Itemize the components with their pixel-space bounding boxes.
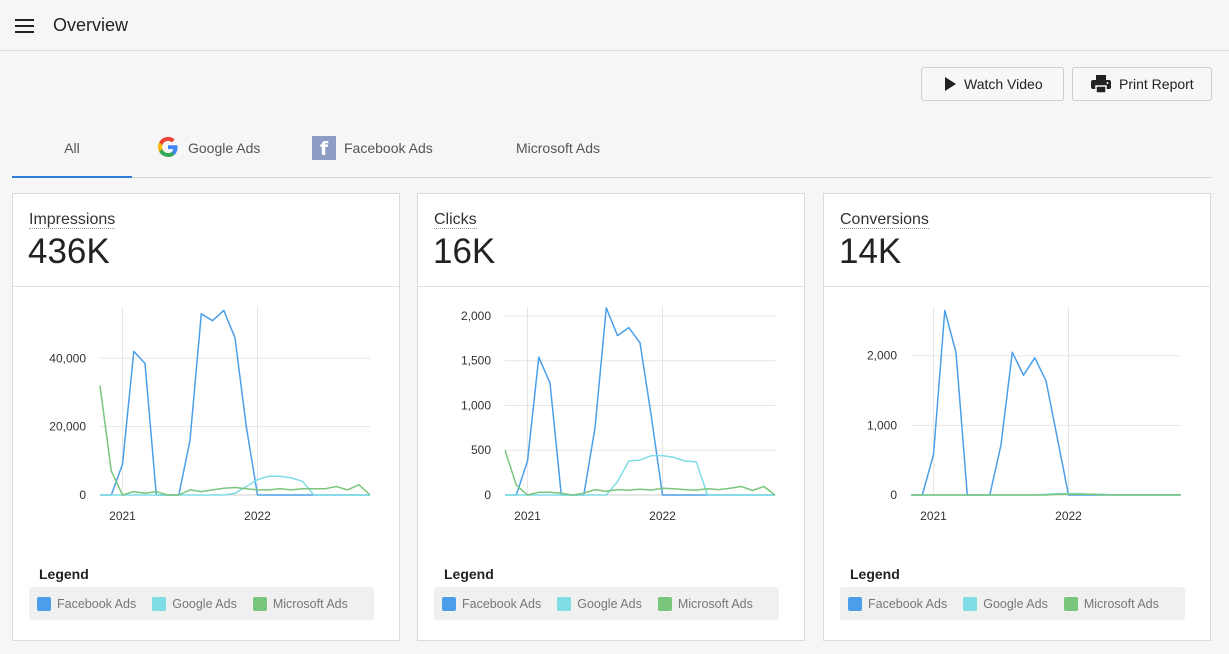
- print-report-button[interactable]: Print Report: [1072, 67, 1212, 101]
- impressions-card: Impressions 436K 0 20,000 40,000 2021 2022 L…: [12, 193, 400, 641]
- y-tick-label: 1,000: [461, 398, 491, 412]
- legend-swatch: [1063, 596, 1078, 611]
- legend-label: Facebook Ads: [868, 596, 948, 611]
- series-line-google-ads: [505, 454, 775, 496]
- legend-item-microsoft-ads[interactable]: Microsoft Ads: [1063, 596, 1159, 611]
- legend-title: Legend: [444, 566, 494, 582]
- y-tick-label: 500: [471, 443, 491, 457]
- google-logo-icon: [156, 135, 180, 162]
- legend-label: Microsoft Ads: [1083, 596, 1159, 611]
- series-line-microsoft-ads: [504, 449, 776, 496]
- page-title: Overview: [53, 15, 129, 35]
- tab-facebook-ads[interactable]: f Facebook Ads: [312, 120, 433, 176]
- legend-swatch: [442, 596, 456, 611]
- legend-label: Google Ads: [577, 596, 642, 611]
- x-tick-label: 2021: [109, 509, 136, 523]
- y-tick-label: 20,000: [49, 420, 86, 434]
- tab-microsoft-ads[interactable]: Microsoft Ads: [486, 120, 600, 176]
- tab-label: Microsoft Ads: [516, 140, 601, 156]
- legend-swatch: [252, 596, 267, 611]
- tab-google-ads[interactable]: Google Ads: [156, 120, 260, 176]
- legend-title: Legend: [850, 566, 900, 582]
- legend-label: Microsoft Ads: [677, 596, 753, 611]
- legend: Facebook Ads Google Ads Microsoft Ads: [29, 587, 374, 620]
- series-line-google-ads: [100, 475, 370, 496]
- y-tick-label: 0: [890, 488, 897, 502]
- clicks-chart: 0 500 1,000 1,500 2,000 2021 2022: [461, 307, 776, 523]
- tab-label: Google Ads: [188, 140, 261, 156]
- top-bar: Overview: [0, 0, 1229, 51]
- y-tick-label: 0: [79, 488, 86, 502]
- hamburger-menu-icon[interactable]: [15, 19, 34, 33]
- platform-tabs: All Google Ads f Facebook Ads Microsoft …: [12, 120, 1212, 178]
- printer-icon: [1091, 75, 1111, 93]
- legend-item-google-ads[interactable]: Google Ads: [557, 596, 642, 611]
- legend: Facebook Ads Google Ads Microsoft Ads: [840, 587, 1185, 620]
- legend-swatch: [557, 596, 572, 611]
- legend-item-facebook-ads[interactable]: Facebook Ads: [848, 596, 948, 611]
- print-report-label: Print Report: [1119, 76, 1194, 92]
- tab-label: Facebook Ads: [344, 140, 433, 156]
- series-line-facebook-ads: [911, 309, 1181, 496]
- conversions-chart: 0 1,000 2,000 2021 2022: [867, 307, 1181, 523]
- tab-all[interactable]: All: [12, 120, 132, 178]
- metric-label[interactable]: Conversions: [840, 211, 929, 229]
- legend-label: Google Ads: [172, 596, 237, 611]
- legend-label: Facebook Ads: [57, 596, 137, 611]
- legend-swatch: [152, 596, 167, 611]
- watch-video-button[interactable]: Watch Video: [921, 67, 1064, 101]
- legend-label: Microsoft Ads: [272, 596, 348, 611]
- legend-swatch: [848, 596, 862, 611]
- legend-swatch: [657, 596, 672, 611]
- series-line-facebook-ads: [505, 307, 775, 496]
- x-tick-label: 2021: [514, 509, 541, 523]
- y-tick-label: 0: [484, 488, 491, 502]
- play-icon: [945, 77, 956, 91]
- y-tick-label: 1,500: [461, 354, 491, 368]
- series-line-microsoft-ads: [911, 493, 1181, 496]
- clicks-card: Clicks 16K 0 500 1,000 1,500 2,000 2021 2022 L…: [417, 193, 805, 641]
- legend-label: Facebook Ads: [462, 596, 542, 611]
- x-tick-label: 2022: [649, 509, 676, 523]
- metric-label[interactable]: Impressions: [29, 211, 116, 229]
- legend-swatch: [963, 596, 978, 611]
- tab-label: All: [64, 140, 80, 156]
- legend-item-google-ads[interactable]: Google Ads: [152, 596, 237, 611]
- card-header: Impressions 436K: [13, 194, 399, 287]
- legend: Facebook Ads Google Ads Microsoft Ads: [434, 587, 779, 620]
- metric-value: 16K: [433, 232, 496, 271]
- y-tick-label: 1,000: [867, 418, 897, 432]
- facebook-logo-icon: f: [312, 136, 336, 160]
- legend-item-facebook-ads[interactable]: Facebook Ads: [37, 596, 137, 611]
- legend-item-microsoft-ads[interactable]: Microsoft Ads: [657, 596, 753, 611]
- legend-swatch: [37, 596, 51, 611]
- legend-label: Google Ads: [983, 596, 1048, 611]
- y-tick-label: 2,000: [461, 309, 491, 323]
- card-header: Clicks 16K: [418, 194, 804, 287]
- microsoft-logo-icon: [486, 137, 508, 159]
- metric-label[interactable]: Clicks: [434, 211, 477, 229]
- metric-value: 436K: [28, 232, 110, 271]
- series-line-microsoft-ads: [99, 385, 371, 496]
- metric-value: 14K: [839, 232, 902, 271]
- watch-video-label: Watch Video: [964, 76, 1043, 92]
- y-tick-label: 2,000: [867, 349, 897, 363]
- legend-title: Legend: [39, 566, 89, 582]
- x-tick-label: 2022: [1055, 509, 1082, 523]
- impressions-chart: 0 20,000 40,000 2021 2022: [49, 307, 371, 523]
- x-tick-label: 2021: [920, 509, 947, 523]
- legend-item-microsoft-ads[interactable]: Microsoft Ads: [252, 596, 348, 611]
- conversions-card: Conversions 14K 0 1,000 2,000 2021 2022 Lege…: [823, 193, 1211, 641]
- x-tick-label: 2022: [244, 509, 271, 523]
- series-line-facebook-ads: [100, 309, 370, 496]
- legend-item-facebook-ads[interactable]: Facebook Ads: [442, 596, 542, 611]
- y-tick-label: 40,000: [49, 351, 86, 365]
- card-header: Conversions 14K: [824, 194, 1210, 287]
- legend-item-google-ads[interactable]: Google Ads: [963, 596, 1048, 611]
